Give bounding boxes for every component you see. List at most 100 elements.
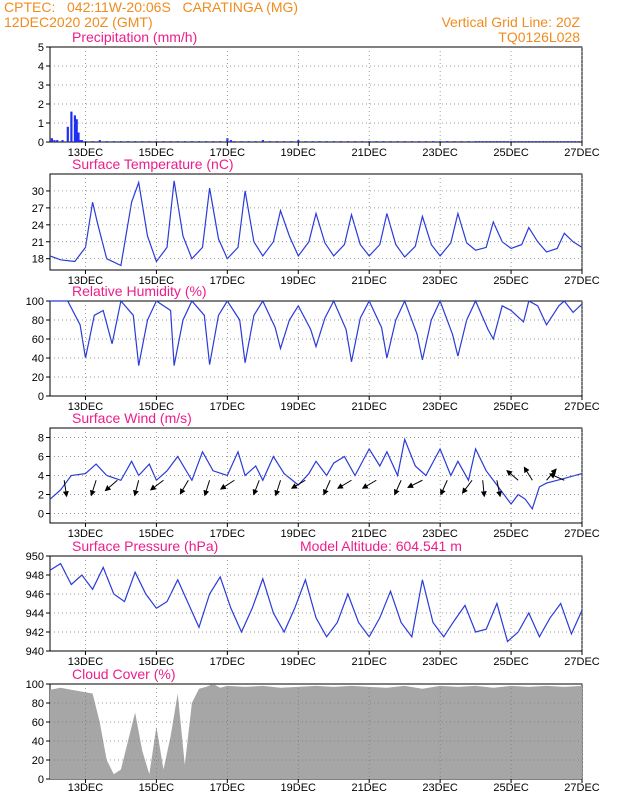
press-ytick-label: 948 [26,570,44,582]
precip-bar [183,141,186,142]
rh-ytick-label: 60 [32,334,44,346]
cloud-ytick-label: 100 [26,679,44,691]
precip-bar [339,141,342,142]
wind-arrow [461,479,473,494]
precip-bar [73,115,76,142]
precip-xtick-label: 19DEC [281,147,317,159]
press-xtick-label: 13DEC [68,656,104,668]
precip-bar [105,141,108,142]
wind-xtick-label: 21DEC [351,528,387,540]
cloud-xtick-label: 17DEC [210,782,246,794]
precip-bar [268,141,272,142]
precip-bar [141,141,144,142]
cloud-xtick-label: 23DEC [422,782,458,794]
wind-ytick-label: 2 [38,490,44,502]
rh-xtick-label: 23DEC [422,401,458,413]
press-xtick-label: 17DEC [210,656,246,668]
precip-bar [439,141,442,142]
cloud-ytick-label: 0 [38,774,44,786]
precip-bar [545,141,548,142]
cloud-area [50,684,582,779]
precip-bar [84,141,87,142]
precip-bar [190,141,194,142]
press-xtick-label: 21DEC [351,656,387,668]
rh-xtick-label: 27DEC [564,401,600,413]
precip-bar [368,141,371,142]
temp-xtick-label: 25DEC [493,275,529,287]
wind-arrow [219,479,235,490]
press-ytick-label: 940 [26,646,44,658]
precip-bar [410,141,413,142]
precip-bar [233,141,236,142]
precip-bar [534,141,538,142]
press-xtick-label: 27DEC [564,656,600,668]
temp-xtick-label: 23DEC [422,275,458,287]
wind-arrow [203,480,211,497]
precip-bar [79,140,82,142]
wind-xtick-label: 23DEC [422,528,458,540]
precip-bar [375,141,378,142]
precip-bar [91,141,94,142]
precip-bar [53,140,56,142]
precip-bar [517,141,520,142]
wind-arrow [361,479,377,489]
precip-bar [56,140,59,142]
wind-arrow [274,480,282,497]
precip-bar [304,141,307,142]
precip-bar [531,141,534,142]
wind-arrow [133,480,140,497]
wind-arrow [506,469,519,481]
precip-bar [80,140,84,142]
precip-bar [70,111,73,142]
precip-bar [389,141,392,142]
precip-bar [403,141,406,142]
wind-xtick-label: 27DEC [564,528,600,540]
precip-ytick-label: 1 [38,118,44,130]
precip-bar [492,141,495,142]
precip-bar [460,141,463,142]
precip-bar [229,140,233,142]
precip-xtick-label: 23DEC [422,147,458,159]
temp-xtick-label: 13DEC [68,275,104,287]
precip-bar [283,141,286,142]
temp-panel: 18 21 24 27 30 13DEC 15DEC 17DEC 19DEC 21DEC 23DEC… [32,156,600,287]
rh-ytick-label: 80 [32,315,44,327]
precip-bar [311,141,314,142]
header-date: 12DEC2020 20Z (GMT) [4,14,153,30]
precip-bar [112,141,115,142]
precip-bar [254,141,257,142]
wind-xtick-label: 15DEC [139,528,175,540]
rh-ytick-label: 40 [32,353,44,365]
rh-ytick-label: 100 [26,296,44,308]
precip-xtick-label: 17DEC [210,147,246,159]
temp-ytick-label: 18 [32,254,44,266]
precip-bar [446,141,449,142]
precip-bar [318,141,321,142]
temp-xtick-label: 15DEC [139,275,175,287]
precip-bar [361,141,364,142]
precip-bar [577,141,580,142]
wind-ytick-label: 8 [38,433,44,445]
cloud-panel: 0 20 40 60 80 100 13DEC 15DEC 17DEC 19DEC 21DEC 23D… [26,666,600,794]
precip-bar [520,141,523,142]
precip-bar [570,141,573,142]
press-xtick-label: 23DEC [422,656,458,668]
precip-bar [552,141,555,142]
precip-bar [453,141,456,142]
temp-ytick-label: 30 [32,186,44,198]
precip-xtick-label: 21DEC [351,147,387,159]
precip-bar [148,141,151,142]
cloud-ytick-label: 20 [32,755,44,767]
cloud-xtick-label: 27DEC [564,782,600,794]
rh-xtick-label: 25DEC [493,401,529,413]
press-title: Surface Pressure (hPa) [72,538,218,554]
rh-xtick-label: 21DEC [351,401,387,413]
wind-xtick-label: 25DEC [493,528,529,540]
wind-arrow [337,479,352,489]
press-subtitle: Model Altitude: 604.541 m [300,538,462,554]
wind-arrow [407,479,423,488]
rh-line [50,299,583,366]
precip-ytick-label: 3 [38,80,44,92]
precip-bar [495,141,499,142]
